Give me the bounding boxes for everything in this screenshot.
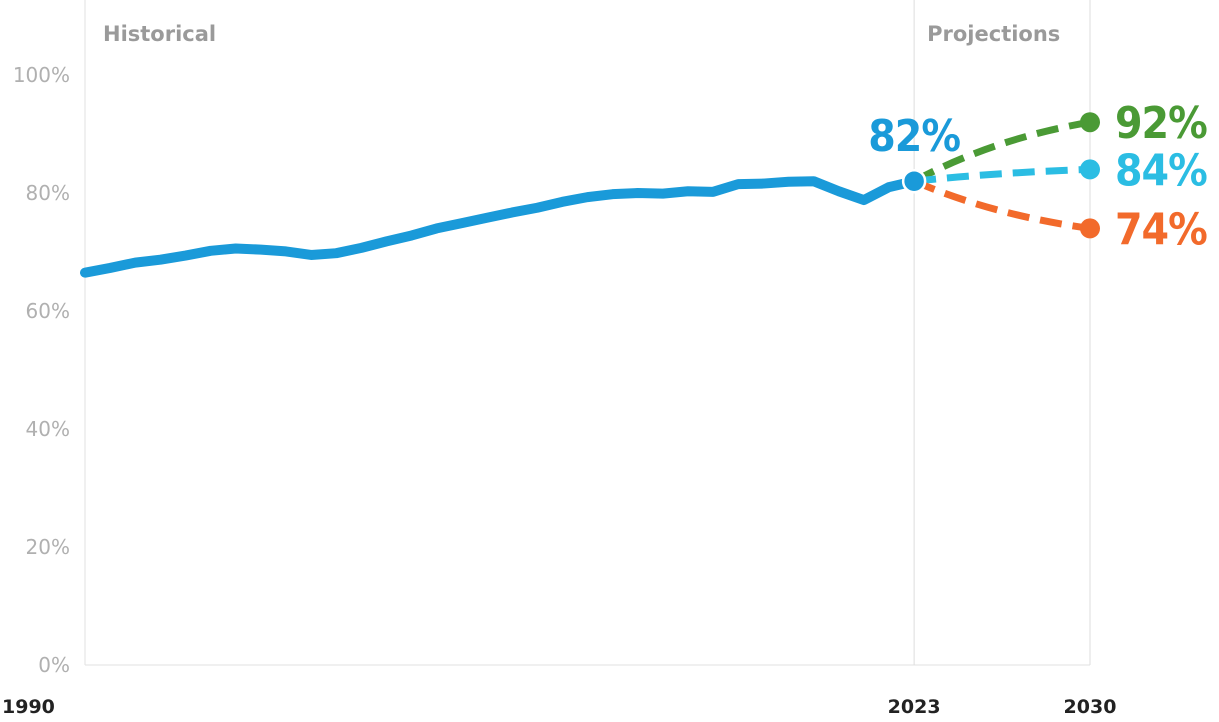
chart-frame (84, 0, 1091, 666)
projection-line (912, 118, 1091, 185)
projection-endpoint (1080, 159, 1100, 180)
x-tick-label: 1990 (2, 696, 55, 718)
projection-line (912, 177, 1091, 232)
x-axis-ticks: 1990 2023 2030 (2, 696, 1116, 718)
y-tick-label: 80% (26, 181, 70, 205)
projection-value-label: 74% (1115, 204, 1207, 255)
historical-endpoint (901, 168, 927, 194)
series-lines (80, 118, 1091, 278)
series-markers (901, 112, 1100, 239)
y-axis-ticks: 0% 20% 40% 60% 80% 100% (13, 63, 70, 677)
projection-value-label: 84% (1115, 145, 1207, 196)
projection-endpoint (1080, 218, 1100, 239)
y-tick-label: 60% (26, 299, 70, 323)
region-labels: Historical Projections (103, 22, 1060, 46)
projection-endpoint (1080, 112, 1100, 133)
region-label-projections: Projections (927, 22, 1060, 46)
value-labels: 92%84% 74% 82% (868, 98, 1208, 255)
historical-value-label: 82% (868, 111, 960, 162)
y-tick-label: 40% (26, 417, 70, 441)
historical-line (80, 176, 920, 278)
x-tick-label: 2023 (888, 696, 941, 718)
y-tick-label: 20% (26, 535, 70, 559)
projection-line (913, 165, 1091, 185)
region-label-historical: Historical (103, 22, 216, 46)
y-tick-label: 0% (38, 653, 70, 677)
projection-value-label: 92% (1115, 98, 1207, 149)
y-tick-label: 100% (13, 63, 70, 87)
x-tick-label: 2030 (1064, 696, 1117, 718)
